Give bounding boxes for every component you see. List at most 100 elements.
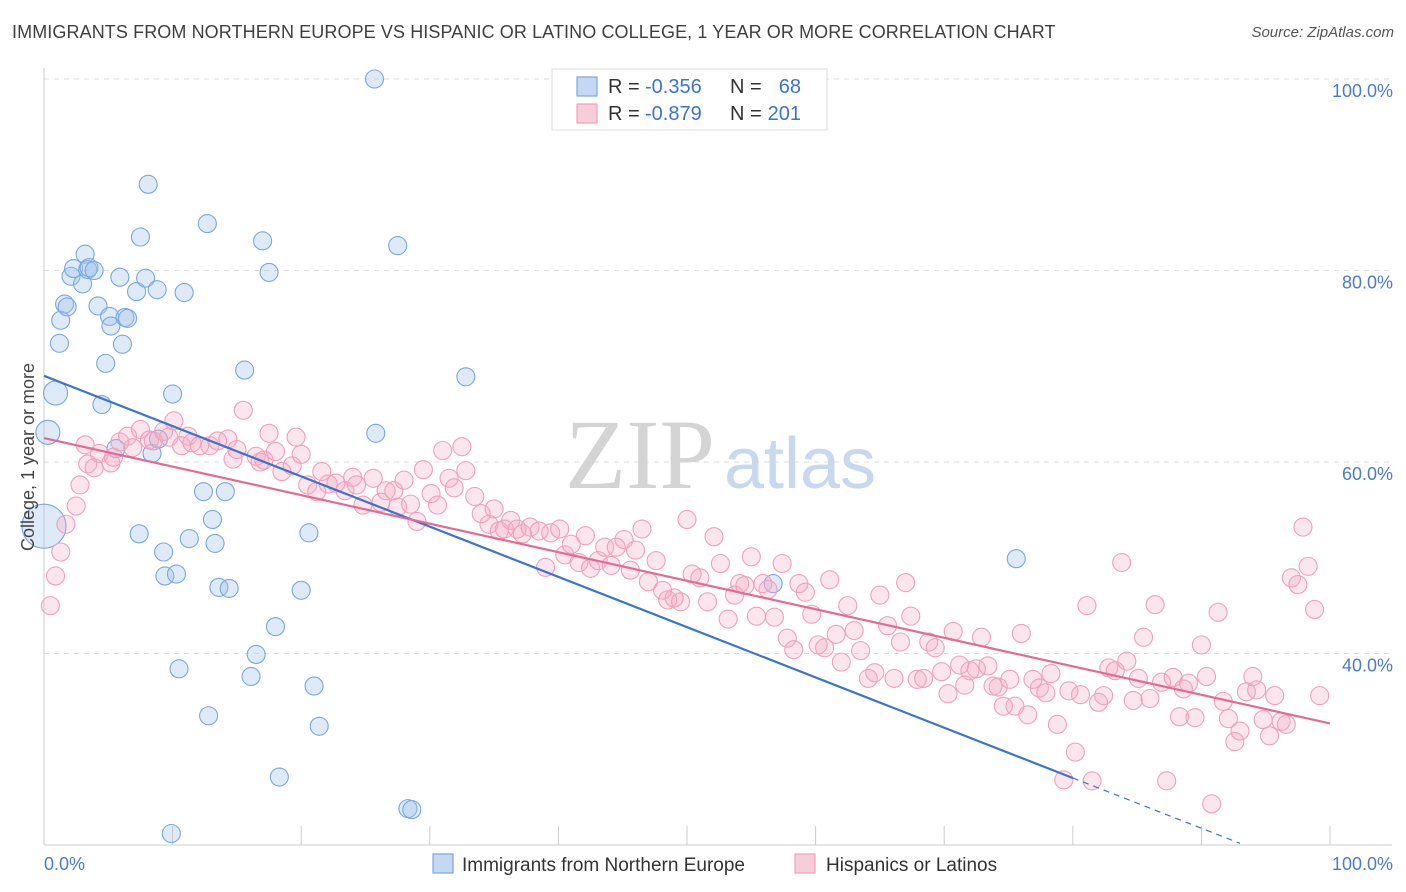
stats-r-value-blue: -0.356 [645,76,702,98]
data-point-blue [366,423,386,443]
data-point-pink [884,668,904,688]
data-point-pink [1133,627,1154,647]
data-point-pink [698,592,718,612]
data-point-blue [112,334,132,354]
data-point-pink [575,526,595,546]
data-point-blue [169,659,189,679]
data-point-pink [1260,726,1280,746]
legend-label-blue: Immigrants from Northern Europe [462,855,745,876]
data-point-pink [1247,680,1267,700]
data-point-pink [1018,705,1038,725]
y-tick-label: 80.0% [1342,273,1393,293]
data-point-blue [309,716,329,736]
stats-r-label-blue: R = [608,76,640,98]
data-point-pink [363,468,383,488]
watermark-atlas: atlas [724,424,876,504]
data-point-blue [79,258,99,278]
data-point-blue [161,823,181,844]
data-point-pink [925,638,945,658]
data-point-blue [129,524,149,544]
data-point-pink [376,481,396,501]
data-point-pink [971,627,992,647]
y-tick-label: 100.0% [1332,81,1393,101]
data-point-pink [1011,623,1031,643]
data-point-blue [136,268,156,288]
x-tick-labels: 0.0% 100.0% [44,854,1393,874]
data-point-pink [479,514,499,534]
data-point-pink [758,579,778,599]
data-point-blue [456,367,476,387]
data-point-pink [1225,732,1245,752]
stats-n-value-blue: 68 [779,76,801,98]
data-point-blue [259,262,279,282]
data-point-blue [246,644,266,665]
data-point-blue [215,482,235,502]
data-point-pink [1276,714,1296,734]
data-point-pink [932,662,952,682]
data-point-blue [763,574,783,594]
data-point-pink [550,519,570,539]
data-point-pink [439,468,459,488]
data-point-blue [118,308,138,328]
series-blue-points [21,69,1026,844]
y-tick-labels: 100.0% 80.0% 60.0% 40.0% [1332,81,1393,676]
data-point-blue [241,666,261,687]
data-point-pink [143,431,163,451]
data-point-blue [388,236,408,256]
data-point-blue [73,274,93,294]
data-point-blue [265,617,286,637]
data-point-blue [253,231,273,251]
stats-n-label-pink: N = [730,103,762,125]
data-point-pink [1088,692,1109,712]
data-point-blue [219,578,239,598]
data-point-pink [595,537,615,557]
data-point-pink [978,656,998,676]
data-point-pink [870,585,890,605]
data-point-blue [364,69,385,89]
data-point-pink [826,624,846,644]
data-point-blue [55,294,75,314]
watermark-zip: ZIP [565,399,715,510]
data-point-pink [1140,688,1160,709]
y-tick-label: 60.0% [1342,464,1393,484]
data-point-pink [938,684,958,704]
data-point-pink [901,606,921,626]
bottom-legend: Immigrants from Northern Europe Hispanic… [432,853,997,876]
data-point-pink [988,677,1008,697]
data-point-blue [205,533,225,553]
data-point-pink [1094,686,1114,706]
data-point-pink [1185,708,1205,728]
data-point-blue [197,214,217,234]
data-point-pink [1047,714,1067,734]
data-point-blue [138,174,158,194]
data-point-pink [1218,709,1238,729]
data-point-pink [907,669,927,689]
y-axis-title: College, 1 year or more [18,363,38,551]
data-point-blue [269,767,289,787]
data-point-blue [235,360,255,380]
data-point-pink [626,540,646,560]
x-tick-label: 100.0% [1332,854,1393,874]
data-point-pink [741,547,761,567]
data-point-pink [421,484,441,504]
data-point-pink [896,573,916,593]
trend-line-blue-extension [1072,777,1241,844]
data-point-pink [465,486,485,507]
data-point-pink [1059,681,1079,701]
data-point-pink [46,566,66,586]
data-point-blue [127,282,147,302]
data-point-pink [512,524,532,544]
data-point-pink [865,663,885,683]
stats-n-value-pink: 201 [768,103,801,125]
stats-legend-swatch-blue [576,76,598,97]
data-point-pink [1082,771,1102,791]
data-point-pink [955,675,975,695]
data-point-pink [632,519,652,539]
data-point-pink [433,440,453,461]
data-point-pink [646,551,666,571]
data-point-pink [966,659,986,679]
data-point-blue [101,316,121,336]
data-point-pink [40,596,60,616]
data-point-pink [1112,552,1132,573]
